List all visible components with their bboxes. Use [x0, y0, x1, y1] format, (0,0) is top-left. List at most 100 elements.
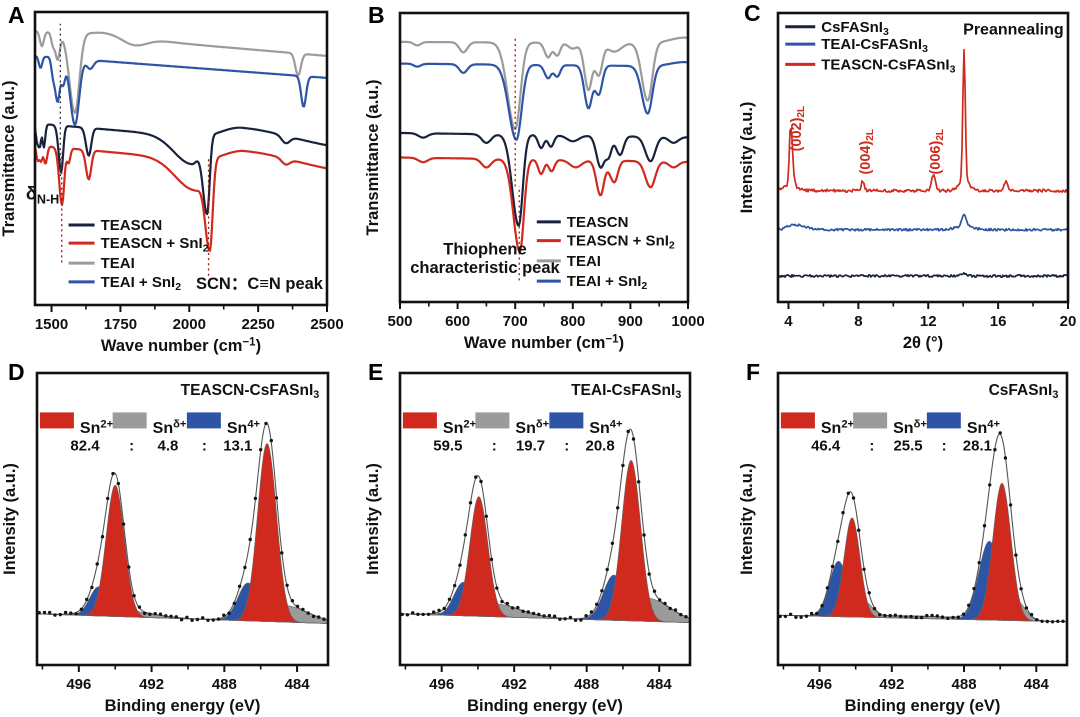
svg-text:TEASCN-CsFASnI3: TEASCN-CsFASnI3 — [181, 382, 320, 401]
svg-text:484: 484 — [285, 676, 311, 693]
svg-text:Sn4+: Sn4+ — [967, 418, 1001, 436]
panel-D-chart: 496 492 488 484 Binding energy (eV) Intensity… — [1, 371, 330, 715]
svg-text:488: 488 — [212, 676, 237, 693]
svg-text:4.8: 4.8 — [158, 437, 179, 454]
svg-text::: : — [564, 437, 569, 454]
svg-text:Sn2+: Sn2+ — [443, 418, 477, 436]
svg-text:TEASCN: TEASCN — [101, 217, 163, 234]
svg-text:Binding energy (eV): Binding energy (eV) — [467, 697, 623, 715]
panel-E-chart: 496 492 488 484 Binding energy (eV) Intensity… — [364, 371, 692, 715]
panel-A: A 1500 1750 2000 2250 2500 Wave number (cm−1)… — [0, 0, 360, 355]
svg-text:Intensity (a.u.): Intensity (a.u.) — [364, 463, 382, 575]
svg-text:82.4: 82.4 — [70, 437, 100, 454]
panel-letter-B: B — [368, 2, 385, 28]
svg-text:600: 600 — [445, 313, 470, 330]
svg-text:496: 496 — [429, 676, 454, 693]
svg-text:20: 20 — [1060, 313, 1077, 330]
svg-text:Snδ+: Snδ+ — [515, 418, 549, 436]
panel-C: C 4 8 12 16 20 2θ (°) Intensity (a.u.) Preannea… — [720, 0, 1080, 355]
svg-text:484: 484 — [1024, 676, 1050, 693]
svg-text:496: 496 — [807, 676, 832, 693]
svg-text::: : — [129, 437, 134, 454]
panel-B: B 500 600 700 800 900 1000 Wave number (cm−1) T… — [360, 0, 720, 355]
svg-text:(004)2L: (004)2L — [858, 129, 876, 175]
svg-text::: : — [202, 437, 207, 454]
panel-C-chart: 4 8 12 16 20 2θ (°) Intensity (a.u.) Preanneali… — [738, 11, 1077, 352]
svg-text:2θ (°): 2θ (°) — [903, 334, 943, 352]
svg-text:CsFASnI3: CsFASnI3 — [821, 19, 889, 38]
svg-text:TEAI-CsFASnI3: TEAI-CsFASnI3 — [571, 382, 681, 401]
svg-text:Snδ+: Snδ+ — [893, 418, 927, 436]
panel-letter-A: A — [8, 2, 25, 28]
svg-text:Sn4+: Sn4+ — [227, 418, 261, 436]
panel-F-chart: 496 492 488 484 Binding energy (eV) Intensity… — [738, 371, 1069, 715]
svg-text:492: 492 — [139, 676, 164, 693]
svg-text:TEASCN: TEASCN — [567, 214, 629, 231]
panel-E: E 496 492 488 484 Binding energy (eV) Intensi… — [360, 355, 720, 717]
svg-text:492: 492 — [502, 676, 527, 693]
svg-text::: : — [942, 437, 947, 454]
svg-text:500: 500 — [387, 313, 412, 330]
panel-letter-E: E — [368, 359, 384, 385]
svg-text:2250: 2250 — [241, 316, 274, 333]
svg-text:CsFASnI3: CsFASnI3 — [989, 382, 1059, 401]
svg-text:46.4: 46.4 — [811, 437, 841, 454]
svg-text:δN-H: δN-H — [26, 184, 59, 207]
svg-text:(006)2L: (006)2L — [928, 129, 946, 175]
svg-text:16: 16 — [990, 313, 1007, 330]
svg-text:characteristic peak: characteristic peak — [410, 259, 560, 277]
svg-text:800: 800 — [560, 313, 585, 330]
svg-text:25.5: 25.5 — [893, 437, 922, 454]
svg-text:Preannealing: Preannealing — [963, 22, 1063, 39]
svg-text:Intensity (a.u.): Intensity (a.u.) — [738, 102, 756, 214]
svg-text:(002)2L: (002)2L — [789, 106, 807, 152]
panel-B-chart: 500 600 700 800 900 1000 Wave number (cm−1) Tra… — [364, 11, 705, 352]
svg-text:Sn4+: Sn4+ — [589, 418, 623, 436]
svg-text:TEAI + SnI2: TEAI + SnI2 — [101, 274, 182, 293]
svg-text:4: 4 — [784, 313, 793, 330]
panel-A-chart: 1500 1750 2000 2250 2500 Wave number (cm−1) Tr… — [0, 10, 344, 355]
svg-text:496: 496 — [66, 676, 91, 693]
svg-text:900: 900 — [618, 313, 643, 330]
svg-text:488: 488 — [952, 676, 977, 693]
svg-text:Transmittance (a.u.): Transmittance (a.u.) — [364, 80, 382, 236]
panel-letter-D: D — [8, 359, 25, 385]
svg-text:492: 492 — [879, 676, 904, 693]
svg-text:1000: 1000 — [671, 313, 704, 330]
svg-text:8: 8 — [854, 313, 862, 330]
svg-text:TEASCN + SnI2: TEASCN + SnI2 — [101, 235, 209, 254]
svg-text:Sn2+: Sn2+ — [821, 418, 855, 436]
svg-text:2000: 2000 — [173, 316, 206, 333]
svg-text:59.5: 59.5 — [433, 437, 462, 454]
svg-text::: : — [492, 437, 497, 454]
svg-text:12: 12 — [920, 313, 937, 330]
panel-D: D 496 492 488 484 Binding energy (eV) Intensi… — [0, 355, 360, 717]
svg-text:TEASCN + SnI2: TEASCN + SnI2 — [567, 233, 675, 252]
svg-text:700: 700 — [503, 313, 528, 330]
svg-text:Binding energy (eV): Binding energy (eV) — [105, 697, 261, 715]
svg-text:Snδ+: Snδ+ — [153, 418, 187, 436]
svg-text:Thiophene: Thiophene — [443, 240, 526, 258]
svg-text:Transmittance (a.u.): Transmittance (a.u.) — [0, 81, 18, 237]
svg-text:TEAI-CsFASnI3: TEAI-CsFASnI3 — [821, 36, 928, 55]
panel-letter-F: F — [746, 359, 761, 385]
svg-text:488: 488 — [574, 676, 599, 693]
svg-text:TEAI: TEAI — [101, 255, 135, 272]
svg-text:19.7: 19.7 — [516, 437, 545, 454]
svg-text:20.8: 20.8 — [585, 437, 614, 454]
svg-text:TEASCN-CsFASnI3: TEASCN-CsFASnI3 — [821, 56, 955, 75]
svg-text:SCN：C≡N peak: SCN：C≡N peak — [196, 275, 324, 293]
svg-text:Intensity (a.u.): Intensity (a.u.) — [738, 463, 756, 575]
svg-text:2500: 2500 — [310, 316, 343, 333]
svg-text:1750: 1750 — [104, 316, 137, 333]
svg-text:1500: 1500 — [35, 316, 68, 333]
svg-text:Intensity (a.u.): Intensity (a.u.) — [1, 463, 19, 575]
svg-text:28.1: 28.1 — [963, 437, 992, 454]
svg-text:Binding energy (eV): Binding energy (eV) — [845, 697, 1001, 715]
panel-F: F 496 492 488 484 Binding energy (eV) Intensi… — [720, 355, 1080, 717]
svg-text:13.1: 13.1 — [223, 437, 252, 454]
svg-text:Wave number (cm−1): Wave number (cm−1) — [101, 336, 261, 355]
svg-text:Wave number (cm−1): Wave number (cm−1) — [464, 333, 624, 352]
svg-text::: : — [869, 437, 874, 454]
